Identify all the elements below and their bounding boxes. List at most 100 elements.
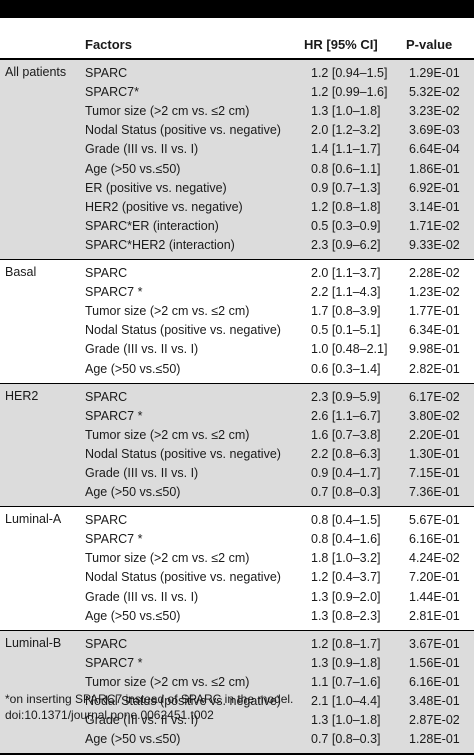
factor-cell: SPARC	[85, 389, 128, 404]
hr-cell: 2.6 [1.1–6.7]	[311, 408, 381, 423]
table-row: Grade (III vs. II vs. I) 1.3 [0.9–2.0] 1.4…	[0, 588, 474, 607]
hr-cell: 1.3 [0.8–2.3]	[311, 608, 381, 623]
table-header: Factors HR [95% CI] P-value	[0, 30, 474, 58]
p-value-cell: 6.64E-04	[409, 142, 460, 157]
p-value-cell: 1.86E-01	[409, 161, 460, 176]
hr-cell: 0.5 [0.3–0.9]	[311, 218, 381, 233]
factor-cell: Tumor size (>2 cm vs. ≤2 cm)	[85, 304, 250, 319]
p-value-cell: 5.32E-02	[409, 85, 460, 100]
factor-cell: Tumor size (>2 cm vs. ≤2 cm)	[85, 551, 250, 566]
factor-cell: SPARC7 *	[85, 532, 143, 547]
p-value-cell: 3.67E-01	[409, 636, 460, 651]
factor-cell: Tumor size (>2 cm vs. ≤2 cm)	[85, 104, 250, 119]
factor-cell: Tumor size (>2 cm vs. ≤2 cm)	[85, 427, 250, 442]
hr-cell: 1.7 [0.8–3.9]	[311, 304, 381, 319]
p-value-cell: 7.20E-01	[409, 570, 460, 585]
factor-cell: Grade (III vs. II vs. I)	[85, 342, 199, 357]
group-divider	[0, 382, 474, 384]
table-row: Age (>50 vs.≤50) 0.7 [0.8–0.3] 7.36E-01	[0, 483, 474, 502]
table-row: Nodal Status (positive vs. negative) 2.2 …	[0, 445, 474, 464]
factor-cell: Age (>50 vs.≤50)	[85, 161, 181, 176]
hr-cell: 0.7 [0.8–0.3]	[311, 732, 381, 747]
hr-cell: 2.3 [0.9–5.9]	[311, 389, 381, 404]
p-value-cell: 4.24E-02	[409, 551, 460, 566]
p-value-cell: 1.71E-02	[409, 218, 460, 233]
group-label: HER2	[5, 388, 39, 403]
table-row: Grade (III vs. II vs. I) 1.3 [1.0–1.8] 2.8…	[0, 711, 474, 730]
p-value-cell: 6.34E-01	[409, 323, 460, 338]
table-row: Tumor size (>2 cm vs. ≤2 cm) 1.3 [1.0–1.8…	[0, 102, 474, 121]
table-row: SPARC 2.0 [1.1–3.7] 2.28E-02	[0, 264, 474, 283]
table-row: SPARC 1.2 [0.8–1.7] 3.67E-01	[0, 635, 474, 654]
hr-cell: 1.2 [0.8–1.8]	[311, 199, 381, 214]
group-label: Basal	[5, 265, 37, 279]
p-value-cell: 6.16E-01	[409, 532, 460, 547]
table-row: Tumor size (>2 cm vs. ≤2 cm) 1.1 [0.7–1.6…	[0, 673, 474, 692]
hr-cell: 1.4 [1.1–1.7]	[311, 142, 381, 157]
hr-cell: 1.2 [0.94–1.5]	[311, 66, 388, 80]
header-rule	[0, 58, 474, 60]
hr-cell: 0.9 [0.4–1.7]	[311, 465, 381, 480]
header-factors: Factors	[85, 37, 132, 52]
group-block: Luminal-B SPARC 1.2 [0.8–1.7] 3.67E-01 SPARC…	[0, 630, 474, 754]
group-divider	[0, 629, 474, 631]
factor-cell: Nodal Status (positive vs. negative)	[85, 123, 281, 138]
hr-cell: 1.2 [0.99–1.6]	[311, 85, 388, 100]
p-value-cell: 1.23E-02	[409, 285, 460, 300]
hr-cell: 2.1 [1.0–4.4]	[311, 694, 381, 709]
p-value-cell: 6.16E-01	[409, 674, 460, 689]
p-value-cell: 2.28E-02	[409, 266, 460, 280]
doi: doi:10.1371/journal.pone.0062451.t002	[5, 708, 214, 722]
p-value-cell: 1.56E-01	[409, 655, 460, 670]
factor-cell: SPARC	[85, 513, 128, 528]
p-value-cell: 9.98E-01	[409, 342, 460, 357]
factor-cell: SPARC7 *	[85, 655, 143, 670]
factor-cell: Nodal Status (positive vs. negative)	[85, 570, 281, 585]
table-row: Age (>50 vs.≤50) 0.7 [0.8–0.3] 1.28E-01	[0, 730, 474, 749]
group-block: Luminal-A SPARC 0.8 [0.4–1.5] 5.67E-01 SPARC…	[0, 507, 474, 630]
hr-cell: 1.3 [0.9–1.8]	[311, 655, 381, 670]
p-value-cell: 3.14E-01	[409, 199, 460, 214]
group-block: All patients SPARC 1.2 [0.94–1.5] 1.29E-01 S…	[0, 60, 474, 259]
hr-cell: 1.2 [0.4–3.7]	[311, 570, 381, 585]
table-row: SPARC7 * 2.2 [1.1–4.3] 1.23E-02	[0, 283, 474, 302]
hr-cell: 1.1 [0.7–1.6]	[311, 674, 381, 689]
table-row: Grade (III vs. II vs. I) 1.4 [1.1–1.7] 6.6…	[0, 140, 474, 159]
hr-cell: 1.3 [0.9–2.0]	[311, 589, 381, 604]
hr-cell: 0.6 [0.3–1.4]	[311, 361, 381, 376]
factor-cell: Nodal Status (positive vs. negative)	[85, 323, 281, 338]
p-value-cell: 1.29E-01	[409, 66, 460, 80]
hr-cell: 2.0 [1.1–3.7]	[311, 266, 381, 280]
hr-cell: 1.3 [1.0–1.8]	[311, 713, 381, 728]
table-row: Grade (III vs. II vs. I) 0.9 [0.4–1.7] 7.1…	[0, 464, 474, 483]
hr-cell: 2.0 [1.2–3.2]	[311, 123, 381, 138]
p-value-cell: 6.17E-02	[409, 389, 460, 404]
factor-cell: ER (positive vs. negative)	[85, 180, 227, 195]
p-value-cell: 7.36E-01	[409, 485, 460, 500]
table-row: SPARC 1.2 [0.94–1.5] 1.29E-01	[0, 64, 474, 83]
footnote: *on inserting SPARC7 instead of SPARC in…	[5, 692, 294, 706]
p-value-cell: 2.20E-01	[409, 427, 460, 442]
p-value-cell: 3.80E-02	[409, 408, 460, 423]
p-value-cell: 6.92E-01	[409, 180, 460, 195]
hr-cell: 0.8 [0.4–1.5]	[311, 513, 381, 528]
hr-cell: 2.3 [0.9–6.2]	[311, 237, 381, 252]
p-value-cell: 1.28E-01	[409, 732, 460, 747]
factor-cell: Grade (III vs. II vs. I)	[85, 465, 199, 480]
table-row: Tumor size (>2 cm vs. ≤2 cm) 1.7 [0.8–3.9…	[0, 302, 474, 321]
p-value-cell: 2.82E-01	[409, 361, 460, 376]
table-row: ER (positive vs. negative) 0.9 [0.7–1.3] 6…	[0, 179, 474, 198]
hr-cell: 1.6 [0.7–3.8]	[311, 427, 381, 442]
factor-cell: Grade (III vs. II vs. I)	[85, 142, 199, 157]
table-row: SPARC7 * 1.3 [0.9–1.8] 1.56E-01	[0, 654, 474, 673]
p-value-cell: 5.67E-01	[409, 513, 460, 528]
table-row: Tumor size (>2 cm vs. ≤2 cm) 1.8 [1.0–3.2…	[0, 549, 474, 568]
table-row: Grade (III vs. II vs. I) 1.0 [0.48–2.1] 9.…	[0, 340, 474, 359]
p-value-cell: 1.77E-01	[409, 304, 460, 319]
hr-cell: 1.0 [0.48–2.1]	[311, 342, 388, 357]
table-row: SPARC*HER2 (interaction) 2.3 [0.9–6.2] 9.3…	[0, 236, 474, 255]
factor-cell: Nodal Status (positive vs. negative)	[85, 446, 281, 461]
factor-cell: SPARC*ER (interaction)	[85, 218, 219, 233]
hr-cell: 2.2 [1.1–4.3]	[311, 285, 381, 300]
